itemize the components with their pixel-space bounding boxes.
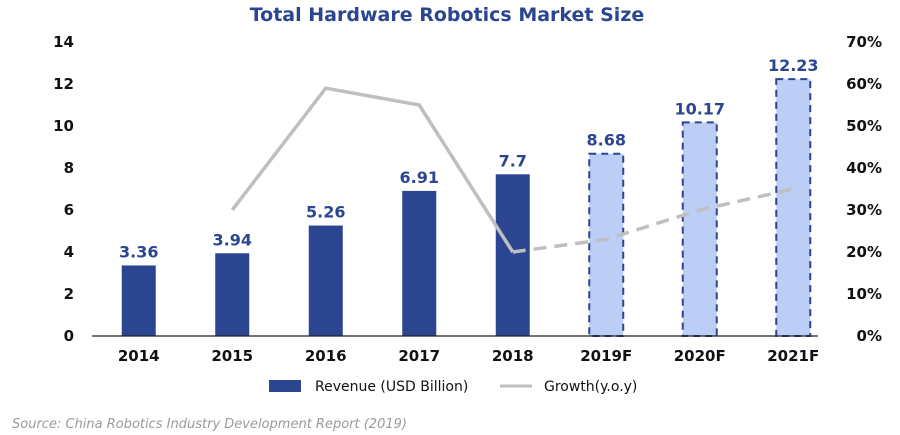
forecast-bar bbox=[681, 121, 718, 338]
left-y-tick: 8 bbox=[64, 159, 74, 177]
revenue-bars bbox=[121, 78, 812, 338]
bar-value-label: 8.68 bbox=[587, 131, 626, 150]
bar-value-label: 3.94 bbox=[213, 230, 252, 249]
revenue-bar bbox=[308, 225, 343, 336]
bar-value-label: 3.36 bbox=[119, 242, 158, 261]
right-y-tick: 10% bbox=[846, 285, 882, 303]
left-y-tick: 14 bbox=[53, 33, 74, 51]
left-y-tick: 0 bbox=[64, 327, 74, 345]
right-y-tick: 20% bbox=[846, 243, 882, 261]
right-y-tick: 40% bbox=[846, 159, 882, 177]
bar-data-labels: 3.36 3.94 5.26 6.91 7.7 8.68 10.17 12.23 bbox=[119, 56, 819, 261]
bar-value-label: 6.91 bbox=[400, 168, 439, 187]
legend-label-revenue: Revenue (USD Billion) bbox=[315, 379, 468, 395]
x-tick-label: 2021F bbox=[767, 347, 819, 365]
source-note: Source: China Robotics Industry Developm… bbox=[12, 417, 407, 432]
right-y-tick: 0% bbox=[857, 327, 882, 345]
chart-title: Total Hardware Robotics Market Size bbox=[250, 4, 645, 26]
bar-value-label: 5.26 bbox=[306, 203, 345, 222]
legend-swatch-revenue bbox=[269, 380, 301, 392]
x-tick-label: 2015 bbox=[211, 347, 253, 365]
bar-value-label: 10.17 bbox=[674, 99, 725, 118]
growth-line-actual bbox=[230, 86, 515, 253]
right-y-tick: 50% bbox=[846, 117, 882, 135]
right-y-tick: 60% bbox=[846, 75, 882, 93]
legend-label-growth: Growth(y.o.y) bbox=[544, 379, 637, 395]
growth-line bbox=[230, 86, 794, 254]
left-y-tick: 2 bbox=[64, 285, 74, 303]
x-tick-label: 2018 bbox=[492, 347, 534, 365]
revenue-bar bbox=[402, 190, 437, 336]
right-y-tick: 70% bbox=[846, 33, 882, 51]
x-tick-label: 2017 bbox=[398, 347, 440, 365]
x-tick-label: 2020F bbox=[674, 347, 726, 365]
left-y-axis: 0 2 4 6 8 10 12 14 bbox=[53, 33, 74, 345]
forecast-bar bbox=[588, 152, 625, 337]
revenue-bar bbox=[121, 265, 156, 336]
x-tick-label: 2019F bbox=[580, 347, 632, 365]
revenue-bar bbox=[495, 174, 530, 336]
left-y-tick: 10 bbox=[53, 117, 74, 135]
legend: Revenue (USD Billion) Growth(y.o.y) bbox=[269, 379, 637, 395]
growth-line-forecast bbox=[512, 187, 794, 254]
left-y-tick: 6 bbox=[64, 201, 74, 219]
forecast-bar bbox=[775, 78, 812, 337]
x-tick-label: 2014 bbox=[118, 347, 160, 365]
left-y-tick: 12 bbox=[53, 75, 74, 93]
bar-value-label: 7.7 bbox=[499, 151, 527, 170]
bar-value-label: 12.23 bbox=[768, 56, 819, 75]
left-y-tick: 4 bbox=[64, 243, 74, 261]
x-tick-label: 2016 bbox=[305, 347, 347, 365]
revenue-bar bbox=[215, 253, 250, 336]
x-axis-ticks: 2014 2015 2016 2017 2018 2019F 2020F 2021F bbox=[118, 347, 819, 365]
right-y-axis: 0% 10% 20% 30% 40% 50% 60% 70% bbox=[846, 33, 882, 345]
right-y-tick: 30% bbox=[846, 201, 882, 219]
